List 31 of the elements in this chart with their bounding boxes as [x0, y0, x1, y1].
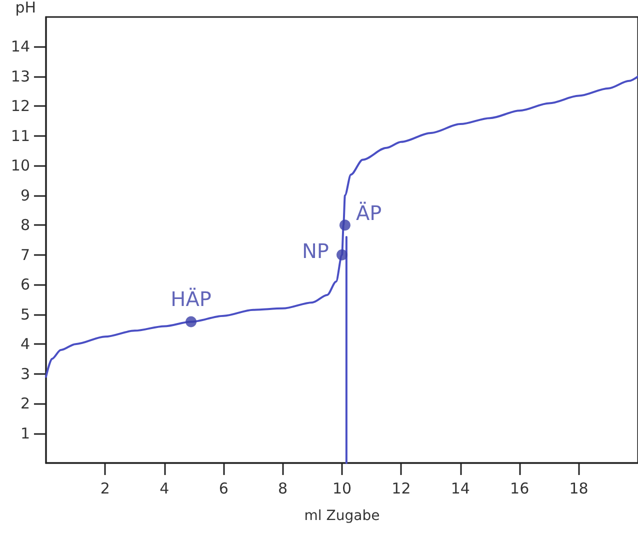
- x-tick-label: 12: [392, 480, 411, 498]
- y-tick-label: 11: [10, 126, 30, 145]
- y-tick-label: 10: [10, 156, 30, 175]
- annotation: ÄP: [356, 201, 382, 226]
- point: [339, 220, 350, 231]
- y-tick-label: 4: [20, 335, 30, 354]
- x-tick-label: 8: [278, 480, 288, 498]
- x-tick-label: 10: [332, 480, 352, 498]
- annotation: NP: [302, 238, 329, 263]
- y-tick-label: 14: [10, 38, 30, 56]
- x-axis-title: ml Zugabe: [304, 508, 380, 524]
- y-tick-label: 3: [20, 364, 30, 383]
- y-tick-label: 5: [20, 305, 30, 324]
- y-tick-label: 6: [20, 276, 30, 294]
- x-tick-label: 2: [100, 480, 110, 498]
- point: [336, 249, 348, 260]
- y-axis-title: pH: [15, 0, 36, 16]
- y-tick-label: 9: [20, 186, 30, 204]
- annotation: HÄP: [170, 286, 212, 311]
- y-tick-label: 7: [20, 246, 30, 264]
- y-tick-label: 2: [20, 394, 30, 413]
- point: [186, 316, 197, 328]
- y-tick-label: 8: [20, 216, 30, 234]
- x-tick-label: 6: [218, 480, 228, 498]
- y-tick-label: 13: [10, 67, 30, 86]
- y-tick-label: 12: [10, 97, 30, 116]
- y-tick-label: 1: [20, 424, 30, 442]
- x-tick-label: 16: [510, 480, 530, 498]
- x-tick-label: 4: [160, 480, 170, 498]
- x-tick-label: 18: [569, 480, 588, 498]
- x-tick-label: 14: [450, 480, 470, 498]
